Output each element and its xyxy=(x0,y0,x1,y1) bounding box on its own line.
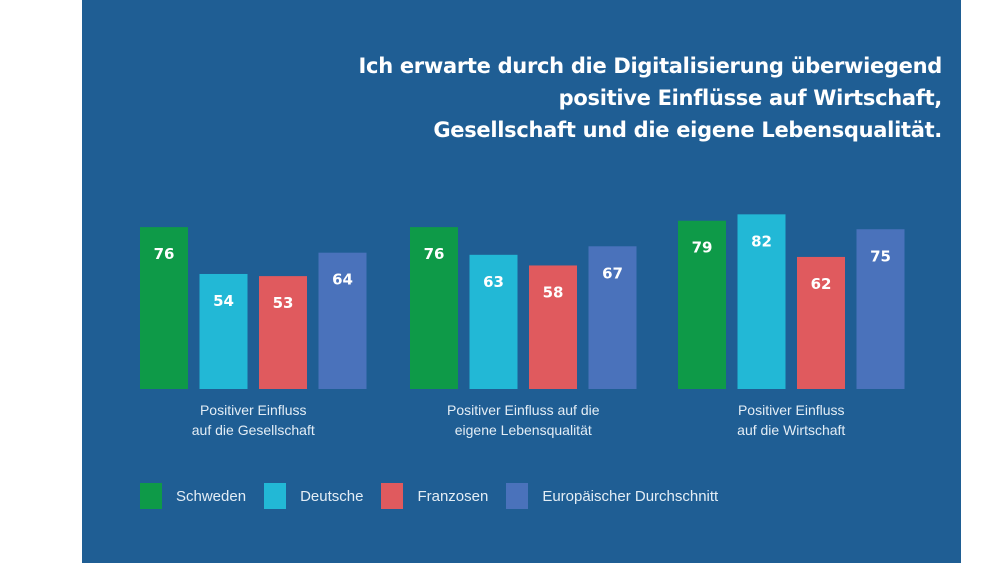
legend-label: Franzosen xyxy=(417,487,489,505)
category-label-gesellschaft: Positiver Einfluss auf die Gesellschaft xyxy=(138,400,368,440)
legend-item-europaeischer-durchschnitt: Europäischer Durchschnitt xyxy=(506,483,718,509)
legend: Schweden Deutsche Franzosen Europäischer… xyxy=(140,483,736,509)
chart-title: Ich erwarte durch die Digitalisierung üb… xyxy=(242,50,943,146)
legend-label: Europäischer Durchschnitt xyxy=(542,487,719,505)
bar-wirtschaft-europ-ischer-durchschnitt xyxy=(856,229,905,389)
bar-gesellschaft-deutsche xyxy=(199,273,248,389)
bar-gesellschaft-franzosen xyxy=(259,276,307,389)
chart-title-line-1: Ich erwarte durch die Digitalisierung üb… xyxy=(358,54,943,78)
bar-wirtschaft-deutsche xyxy=(737,214,786,389)
data-label: 75 xyxy=(870,247,891,265)
chart-title-line-2: positive Einflüsse auf Wirtschaft, xyxy=(558,86,943,110)
category-label-line: Positiver Einfluss xyxy=(199,402,307,418)
legend-label: Schweden xyxy=(176,487,247,505)
data-label: 79 xyxy=(692,239,713,257)
data-label: 76 xyxy=(154,245,175,263)
bar-lebensqualitaet-schweden xyxy=(410,227,458,389)
data-label: 67 xyxy=(602,264,623,282)
bar-lebensqualitaet-europ-ischer-durchschnitt xyxy=(588,246,637,389)
bar-gesellschaft-europ-ischer-durchschnitt xyxy=(318,252,367,389)
category-label-line: auf die Wirtschaft xyxy=(737,422,846,438)
data-label: 58 xyxy=(543,283,564,301)
legend-swatch xyxy=(140,483,162,509)
legend-swatch xyxy=(264,483,287,509)
category-label-line: Positiver Einfluss auf die xyxy=(446,402,600,418)
data-label: 53 xyxy=(273,294,294,312)
bar-lebensqualitaet-deutsche xyxy=(469,254,518,389)
legend-label: Deutsche xyxy=(300,487,364,505)
bar-wirtschaft-franzosen xyxy=(797,256,845,389)
legend-item-schweden: Schweden xyxy=(140,483,246,509)
category-label-line: auf die Gesellschaft xyxy=(191,422,315,438)
data-label: 63 xyxy=(483,273,504,291)
legend-swatch xyxy=(506,483,529,509)
bar-gesellschaft-schweden xyxy=(140,227,188,389)
category-label-line: Positiver Einfluss xyxy=(737,402,845,418)
category-label-lebensqualitaet: Positiver Einfluss auf die eigene Lebens… xyxy=(408,400,638,440)
chart-title-line-3: Gesellschaft und die eigene Lebensqualit… xyxy=(433,118,942,142)
data-label: 76 xyxy=(424,245,445,263)
category-label-line: eigene Lebensqualität xyxy=(454,422,592,438)
category-label-wirtschaft: Positiver Einfluss auf die Wirtschaft xyxy=(676,400,906,440)
bar-wirtschaft-schweden xyxy=(678,220,726,389)
legend-swatch xyxy=(381,483,404,509)
bar-lebensqualitaet-franzosen xyxy=(529,265,577,389)
data-label: 64 xyxy=(332,271,353,289)
legend-item-deutsche: Deutsche xyxy=(264,483,363,509)
data-label: 82 xyxy=(751,232,772,250)
data-label: 62 xyxy=(811,275,832,293)
data-label: 54 xyxy=(213,292,234,310)
legend-item-franzosen: Franzosen xyxy=(381,483,488,509)
